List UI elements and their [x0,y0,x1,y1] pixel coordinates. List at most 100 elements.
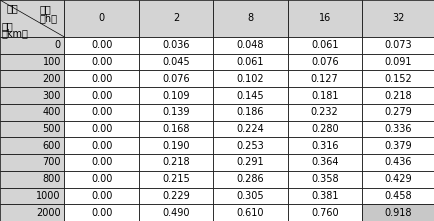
Text: 0.279: 0.279 [384,107,411,117]
Bar [64,204,138,221]
Text: 0: 0 [55,40,61,50]
Text: 0.215: 0.215 [162,174,189,184]
Bar [361,70,434,87]
Bar [138,171,213,188]
Bar [138,37,213,54]
Bar [138,54,213,70]
Bar [138,121,213,137]
Bar [213,171,287,188]
Text: 0.305: 0.305 [236,191,263,201]
Bar [361,37,434,54]
Bar [64,171,138,188]
Text: 0.036: 0.036 [162,40,189,50]
Bar [213,37,287,54]
Bar [138,188,213,204]
Bar [287,54,361,70]
Text: 0.229: 0.229 [162,191,189,201]
Bar [0,154,64,171]
Text: 0.00: 0.00 [91,91,112,101]
Bar [64,0,138,37]
Bar [213,154,287,171]
Text: 0.076: 0.076 [310,57,338,67]
Bar [287,70,361,87]
Bar [64,137,138,154]
Text: 300: 300 [43,91,61,101]
Text: 0.00: 0.00 [91,141,112,151]
Text: 0.139: 0.139 [162,107,189,117]
Text: 0.109: 0.109 [162,91,189,101]
Bar [138,104,213,121]
Bar [213,54,287,70]
Text: 系数: 系数 [7,3,18,13]
Bar [361,87,434,104]
Bar [138,87,213,104]
Text: 0.381: 0.381 [310,191,338,201]
Bar [361,0,434,37]
Bar [0,104,64,121]
Text: 0.218: 0.218 [162,157,189,168]
Bar [64,87,138,104]
Text: 0.00: 0.00 [91,124,112,134]
Bar [64,104,138,121]
Text: 1000: 1000 [36,191,61,201]
Bar [287,104,361,121]
Text: 0.00: 0.00 [91,157,112,168]
Bar [287,121,361,137]
Text: 32: 32 [391,13,404,23]
Bar [213,0,287,37]
Text: 0.280: 0.280 [310,124,338,134]
Text: 0.00: 0.00 [91,107,112,117]
Bar [361,154,434,171]
Text: 0.364: 0.364 [310,157,338,168]
Text: 0.253: 0.253 [236,141,263,151]
Text: 600: 600 [43,141,61,151]
Text: 0.358: 0.358 [310,174,338,184]
Text: 时间: 时间 [40,4,52,14]
Text: 0.224: 0.224 [236,124,263,134]
Text: 0.048: 0.048 [236,40,263,50]
Bar [0,70,64,87]
Text: 0.00: 0.00 [91,57,112,67]
Bar [361,121,434,137]
Text: 0.490: 0.490 [162,208,189,218]
Bar [361,137,434,154]
Bar [213,188,287,204]
Text: 2000: 2000 [36,208,61,218]
Text: 0.076: 0.076 [162,74,189,84]
Text: 0.127: 0.127 [310,74,338,84]
Text: 0.218: 0.218 [384,91,411,101]
Text: 0.918: 0.918 [384,208,411,218]
Bar [287,37,361,54]
Bar [361,188,434,204]
Text: 0.00: 0.00 [91,74,112,84]
Bar [0,121,64,137]
Text: 800: 800 [43,174,61,184]
Text: 2: 2 [172,13,179,23]
Text: 0.458: 0.458 [384,191,411,201]
Text: 400: 400 [43,107,61,117]
Bar [287,204,361,221]
Text: 8: 8 [247,13,253,23]
Bar [0,204,64,221]
Text: 0.291: 0.291 [236,157,263,168]
Text: 0.316: 0.316 [310,141,338,151]
Text: 0.102: 0.102 [236,74,263,84]
Text: （km）: （km） [2,28,29,38]
Text: 0.181: 0.181 [310,91,338,101]
Text: 里程: 里程 [2,21,13,31]
Bar [138,70,213,87]
Bar [361,171,434,188]
Text: 0.436: 0.436 [384,157,411,168]
Text: （h）: （h） [40,13,58,23]
Bar [64,70,138,87]
Bar [287,137,361,154]
Bar [64,121,138,137]
Bar [287,171,361,188]
Bar [0,137,64,154]
Bar [0,54,64,70]
Text: 0.190: 0.190 [162,141,189,151]
Bar [138,154,213,171]
Bar [213,70,287,87]
Text: 0.00: 0.00 [91,174,112,184]
Text: 700: 700 [42,157,61,168]
